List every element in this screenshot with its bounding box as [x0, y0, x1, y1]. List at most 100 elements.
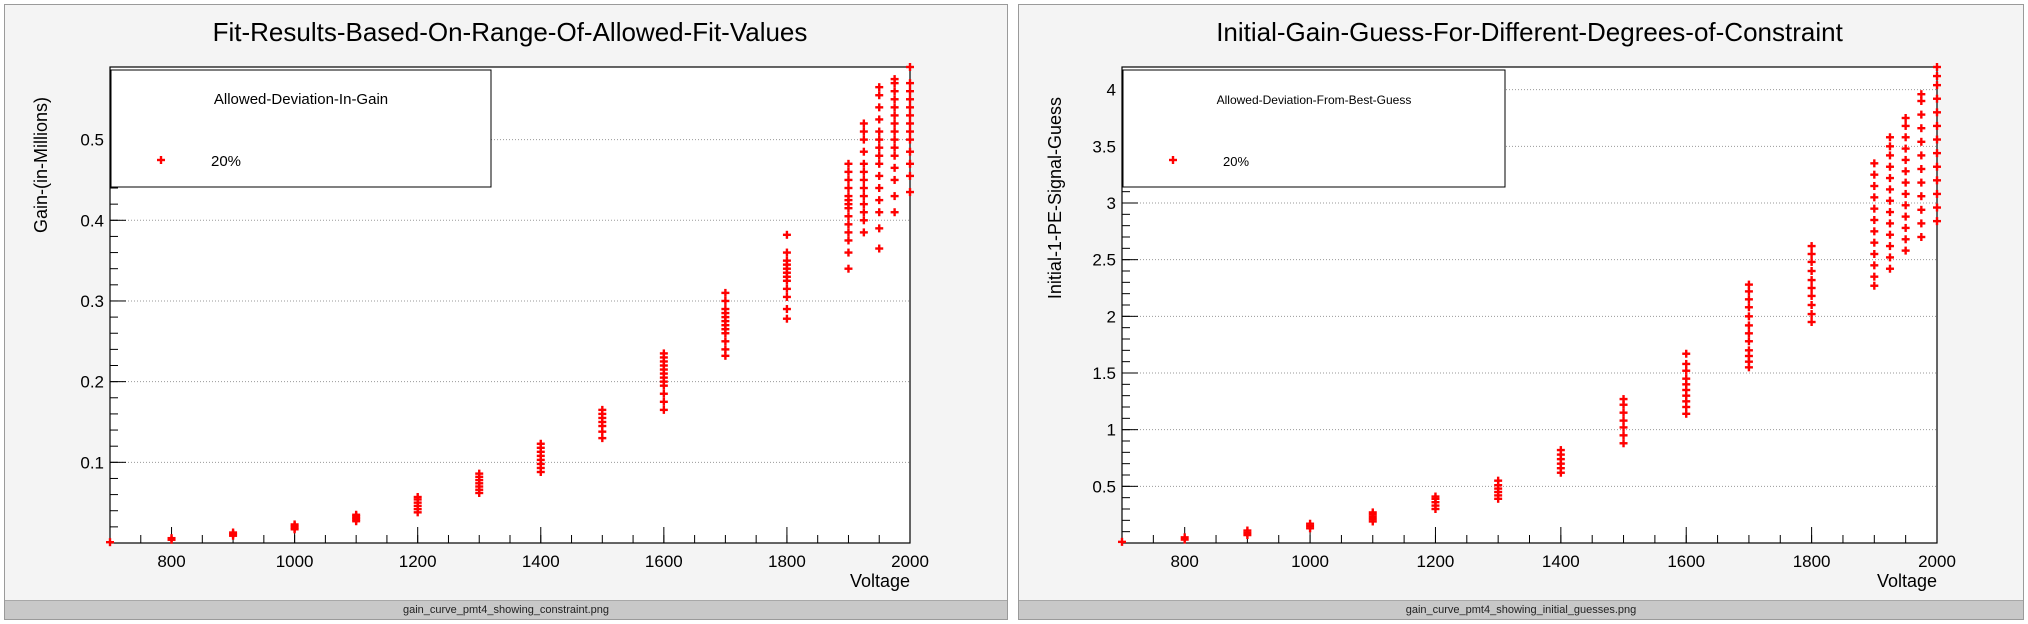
- data-point: [844, 228, 853, 237]
- data-point: [475, 469, 484, 478]
- y-tick-label: 0.2: [80, 373, 104, 392]
- data-point: [906, 63, 914, 71]
- data-point: [1744, 295, 1753, 304]
- data-point: [890, 135, 899, 144]
- data-point: [906, 147, 914, 156]
- data-point: [1885, 162, 1894, 171]
- data-point: [844, 248, 853, 257]
- data-point: [906, 188, 914, 197]
- data-point: [859, 135, 868, 144]
- data-point: [890, 127, 899, 136]
- data-point: [1885, 242, 1894, 251]
- data-point: [1885, 133, 1894, 142]
- data-point: [1885, 208, 1894, 217]
- data-point: [1744, 346, 1753, 355]
- data-point: [1870, 250, 1879, 258]
- data-point: [875, 83, 884, 92]
- data-point: [844, 212, 853, 221]
- data-point: [890, 143, 899, 152]
- x-axis-title: Voltage: [850, 571, 910, 591]
- data-point: [1744, 303, 1753, 312]
- data-point: [875, 151, 884, 160]
- data-point: [890, 119, 899, 128]
- data-point: [1933, 72, 1941, 81]
- y-tick-label: 0.5: [80, 131, 104, 150]
- data-point: [1885, 174, 1894, 183]
- data-point: [782, 248, 791, 257]
- data-point: [1870, 272, 1879, 281]
- data-point: [1870, 170, 1879, 179]
- data-point: [1870, 238, 1879, 247]
- data-point: [859, 147, 868, 156]
- chart-title: Initial-Gain-Guess-For-Different-Degrees…: [1216, 17, 1843, 47]
- data-point: [1885, 219, 1894, 228]
- y-tick-label: 2.5: [1092, 251, 1116, 270]
- data-point: [721, 337, 730, 346]
- data-point: [782, 292, 791, 301]
- data-point: [1901, 201, 1910, 210]
- x-tick-label: 1600: [645, 552, 683, 571]
- data-point: [859, 127, 868, 136]
- data-point: [1619, 439, 1628, 448]
- x-tick-label: 1400: [1542, 552, 1580, 571]
- data-point: [890, 163, 899, 172]
- y-tick-label: 3: [1107, 194, 1116, 213]
- data-point: [229, 528, 238, 537]
- data-point: [890, 192, 899, 201]
- x-tick-label: 1800: [1793, 552, 1831, 571]
- data-point: [1917, 233, 1926, 241]
- data-point: [1917, 137, 1926, 146]
- data-point: [906, 103, 914, 112]
- right-canvas-panel: Initial-Gain-Guess-For-Different-Degrees…: [1018, 4, 2024, 620]
- data-point: [1807, 242, 1816, 251]
- data-point: [906, 95, 914, 104]
- data-point: [875, 184, 884, 193]
- data-point: [1933, 94, 1941, 103]
- data-point: [906, 135, 914, 144]
- data-point: [1807, 250, 1816, 258]
- legend-box: [110, 69, 492, 188]
- data-point: [1917, 124, 1926, 133]
- data-point: [1885, 196, 1894, 205]
- data-point: [890, 175, 899, 184]
- data-point: [721, 305, 730, 314]
- data-point: [1917, 151, 1926, 160]
- data-point: [859, 167, 868, 176]
- data-point: [1870, 182, 1879, 190]
- data-point: [1556, 446, 1565, 455]
- legend-title: Allowed-Deviation-In-Gain: [214, 91, 388, 108]
- canvas-caption: gain_curve_pmt4_showing_initial_guesses.…: [1019, 600, 2023, 619]
- data-point: [659, 397, 668, 406]
- x-tick-label: 1400: [522, 552, 560, 571]
- data-point: [1180, 533, 1189, 542]
- data-point: [1933, 63, 1941, 71]
- data-point: [1494, 476, 1503, 485]
- data-point: [1807, 284, 1816, 292]
- data-point: [1933, 81, 1941, 90]
- data-point: [844, 264, 853, 273]
- data-point: [890, 87, 899, 96]
- data-point: [413, 493, 422, 502]
- data-point: [1917, 97, 1926, 105]
- data-point: [1744, 312, 1753, 321]
- data-point: [875, 224, 884, 233]
- data-point: [1744, 329, 1753, 338]
- data-point: [906, 79, 914, 88]
- data-point: [1682, 349, 1691, 358]
- data-point: [906, 159, 914, 168]
- data-point: [844, 175, 853, 184]
- data-point: [1870, 227, 1879, 236]
- data-point: [1619, 431, 1628, 440]
- y-tick-label: 1.5: [1092, 364, 1116, 383]
- data-point: [859, 200, 868, 209]
- data-point: [890, 111, 899, 120]
- data-point: [875, 244, 884, 253]
- data-point: [890, 95, 899, 104]
- data-point: [1917, 110, 1926, 119]
- y-tick-label: 0.3: [80, 292, 104, 311]
- data-point: [1744, 321, 1753, 330]
- data-point: [1933, 189, 1941, 198]
- data-point: [875, 196, 884, 205]
- x-tick-label: 1200: [399, 552, 437, 571]
- data-point: [859, 184, 868, 193]
